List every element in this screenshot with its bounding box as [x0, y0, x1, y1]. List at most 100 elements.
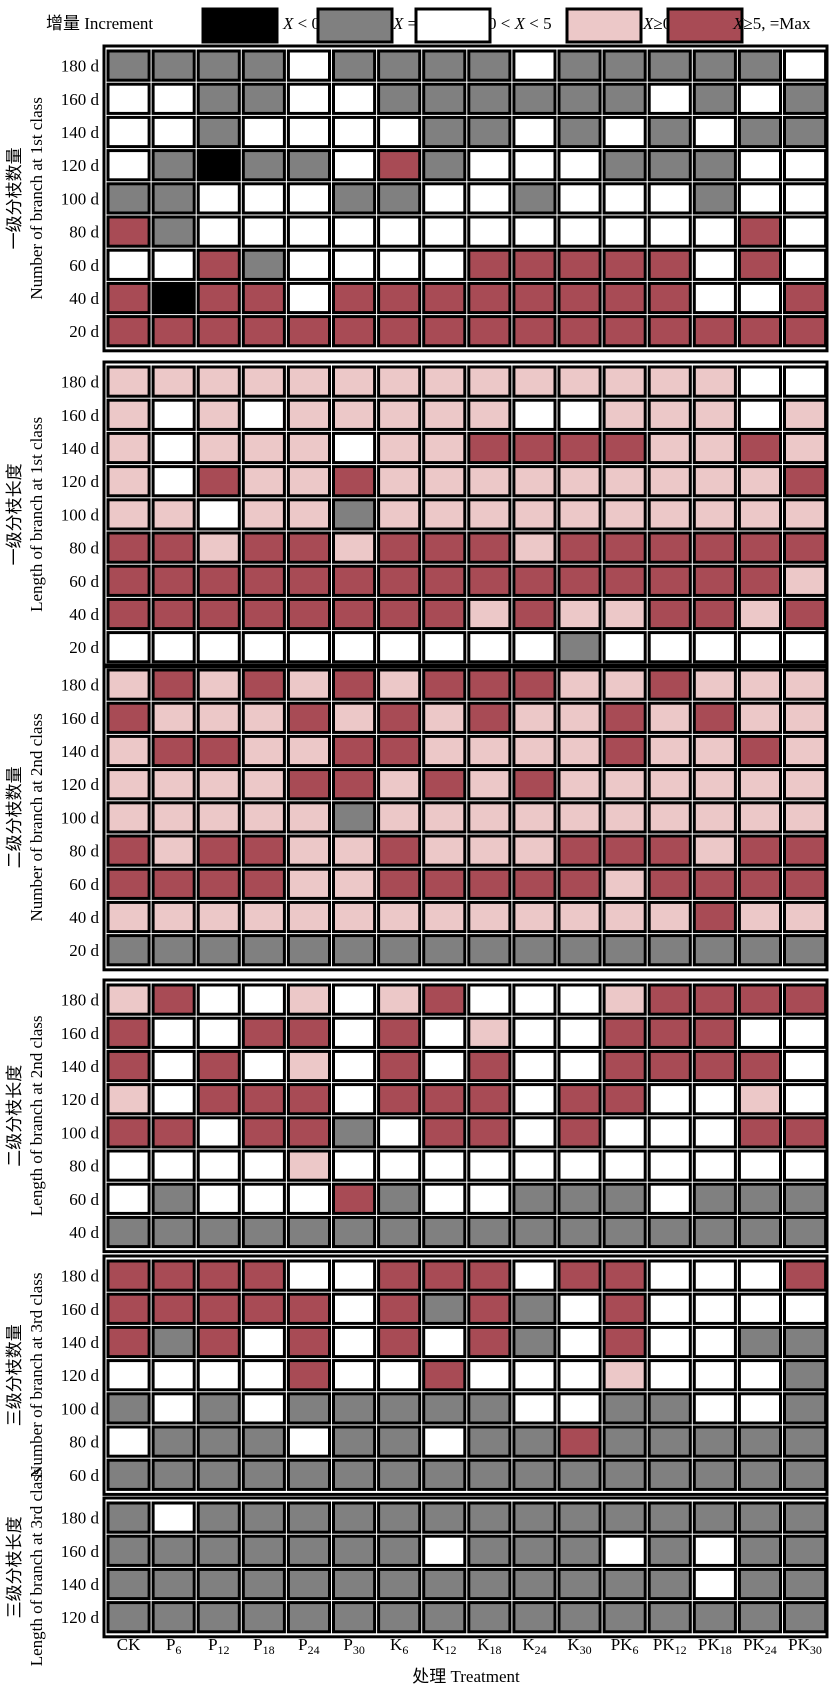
- heatmap-cell: [286, 734, 331, 768]
- heatmap-cell: [151, 564, 196, 597]
- heatmap-cell: [332, 668, 377, 701]
- heatmap-cell: [196, 1016, 241, 1049]
- heatmap-cell: [106, 1458, 151, 1491]
- heatmap-cell: [151, 1325, 196, 1359]
- heatmap-cell: [557, 768, 602, 801]
- heatmap-cell: [241, 365, 286, 398]
- heatmap-cell: [692, 668, 737, 701]
- heatmap-cell: [377, 768, 422, 801]
- heatmap-cell: [647, 1392, 692, 1425]
- heatmap-cell: [647, 564, 692, 597]
- heatmap-cell: [783, 465, 828, 498]
- heatmap-cell: [241, 1392, 286, 1425]
- heatmap-cell: [286, 1259, 331, 1292]
- heatmap-cell: [377, 867, 422, 900]
- row-label: 140 d: [61, 1333, 100, 1352]
- heatmap-cell: [377, 115, 422, 149]
- heatmap-cell: [422, 701, 467, 734]
- heatmap-cell: [557, 834, 602, 867]
- heatmap-cell: [692, 734, 737, 768]
- heatmap-cell: [241, 1049, 286, 1083]
- heatmap-cell: [783, 900, 828, 934]
- heatmap-cell: [557, 1049, 602, 1083]
- heatmap-cell: [422, 149, 467, 182]
- x-tick-label: K18: [477, 1635, 501, 1657]
- panel-frame: [102, 978, 829, 1254]
- heatmap-cell: [196, 834, 241, 867]
- row-label: 120 d: [61, 775, 100, 794]
- heatmap-cell: [196, 1601, 241, 1634]
- heatmap-cell: [783, 867, 828, 900]
- x-tick-label: P6: [166, 1635, 181, 1657]
- heatmap-cell: [557, 149, 602, 182]
- heatmap-cell: [692, 82, 737, 115]
- heatmap-cell: [106, 934, 151, 967]
- heatmap-cell: [332, 1116, 377, 1149]
- heatmap-cell: [467, 564, 512, 597]
- heatmap-cell: [557, 115, 602, 149]
- heatmap-cell: [377, 1149, 422, 1182]
- heatmap-cell: [377, 465, 422, 498]
- heatmap-cell: [512, 1501, 557, 1534]
- heatmap-cell: [377, 934, 422, 967]
- heatmap-cell: [196, 1392, 241, 1425]
- heatmap-cell: [737, 701, 783, 734]
- y-axis-label-cn: 一级分枝数量: [5, 147, 24, 249]
- heatmap-cell: [647, 49, 692, 82]
- heatmap-cell: [647, 900, 692, 934]
- heatmap-cell: [332, 215, 377, 248]
- heatmap-cell: [241, 281, 286, 315]
- heatmap-cell: [737, 668, 783, 701]
- heatmap-cell: [286, 701, 331, 734]
- heatmap-cell: [602, 1083, 647, 1116]
- heatmap-cell: [692, 1567, 737, 1601]
- heatmap-cell: [557, 1601, 602, 1634]
- heatmap-cell: [151, 1016, 196, 1049]
- heatmap-cell: [557, 1116, 602, 1149]
- heatmap-cell: [512, 801, 557, 834]
- row-label: 120 d: [61, 1608, 100, 1627]
- heatmap-cell: [557, 82, 602, 115]
- heatmap-cell: [106, 1292, 151, 1325]
- heatmap-cell: [557, 564, 602, 597]
- heatmap-cell: [241, 1534, 286, 1567]
- heatmap-cell: [196, 900, 241, 934]
- heatmap-cell: [692, 900, 737, 934]
- heatmap-cell: [106, 1567, 151, 1601]
- heatmap-cell: [286, 1601, 331, 1634]
- heatmap-cell: [241, 1425, 286, 1458]
- row-label: 180 d: [61, 1267, 100, 1286]
- heatmap-cell: [286, 934, 331, 967]
- heatmap-cell: [647, 867, 692, 900]
- heatmap-cell: [737, 215, 783, 248]
- heatmap-cell: [737, 1501, 783, 1534]
- heatmap-cell: [783, 498, 828, 531]
- heatmap-cell: [647, 1567, 692, 1601]
- heatmap-cell: [783, 564, 828, 597]
- heatmap-cell: [422, 82, 467, 115]
- heatmap-cell: [737, 631, 783, 664]
- heatmap-cell: [377, 834, 422, 867]
- heatmap-cell: [602, 82, 647, 115]
- heatmap-cell: [377, 564, 422, 597]
- heatmap-cell: [377, 149, 422, 182]
- heatmap-cell: [737, 1601, 783, 1634]
- heatmap-cell: [377, 1049, 422, 1083]
- heatmap-cell: [602, 801, 647, 834]
- row-label: 40 d: [69, 289, 99, 308]
- heatmap-cell: [106, 1215, 151, 1249]
- y-axis-label-cn: 一级分枝长度: [5, 463, 24, 565]
- heatmap-cell: [467, 398, 512, 431]
- heatmap-cell: [422, 867, 467, 900]
- heatmap-cell: [692, 983, 737, 1016]
- heatmap-cell: [692, 1359, 737, 1392]
- heatmap-cell: [467, 82, 512, 115]
- heatmap-cell: [196, 668, 241, 701]
- heatmap-cell: [602, 1292, 647, 1325]
- heatmap-cell: [241, 531, 286, 564]
- heatmap-cell: [602, 1458, 647, 1491]
- heatmap-cell: [467, 1325, 512, 1359]
- row-label: 180 d: [61, 1509, 100, 1528]
- heatmap-cell: [241, 498, 286, 531]
